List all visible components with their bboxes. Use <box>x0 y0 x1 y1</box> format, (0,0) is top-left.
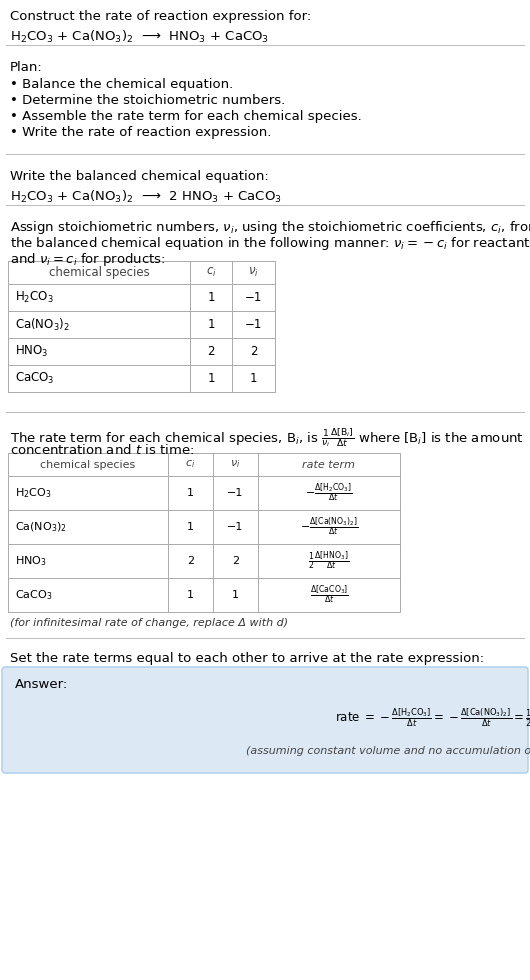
Text: concentration and $t$ is time:: concentration and $t$ is time: <box>10 443 194 457</box>
Text: −1: −1 <box>245 318 262 331</box>
Text: (assuming constant volume and no accumulation of intermediates or side products): (assuming constant volume and no accumul… <box>246 746 530 756</box>
Text: HNO$_3$: HNO$_3$ <box>15 554 47 567</box>
Text: $-\frac{\Delta[\mathrm{Ca(NO_3)_2}]}{\Delta t}$: $-\frac{\Delta[\mathrm{Ca(NO_3)_2}]}{\De… <box>300 515 358 538</box>
Text: 2: 2 <box>207 345 215 358</box>
Text: $c_i$: $c_i$ <box>186 459 196 470</box>
Text: H$_2$CO$_3$ + Ca(NO$_3$)$_2$  ⟶  HNO$_3$ + CaCO$_3$: H$_2$CO$_3$ + Ca(NO$_3$)$_2$ ⟶ HNO$_3$ +… <box>10 29 269 45</box>
Text: 2: 2 <box>232 556 239 566</box>
Text: HNO$_3$: HNO$_3$ <box>15 344 49 359</box>
Text: • Determine the stoichiometric numbers.: • Determine the stoichiometric numbers. <box>10 94 285 107</box>
Text: CaCO$_3$: CaCO$_3$ <box>15 588 52 602</box>
Text: • Balance the chemical equation.: • Balance the chemical equation. <box>10 78 233 91</box>
Text: and $\nu_i = c_i$ for products:: and $\nu_i = c_i$ for products: <box>10 251 165 268</box>
Text: $\nu_i$: $\nu_i$ <box>231 459 241 470</box>
Text: rate $= -\frac{\Delta[\mathrm{H_2CO_3}]}{\Delta t} = -\frac{\Delta[\mathrm{Ca(NO: rate $= -\frac{\Delta[\mathrm{H_2CO_3}]}… <box>335 707 530 729</box>
Text: 1: 1 <box>250 372 257 385</box>
Text: Assign stoichiometric numbers, $\nu_i$, using the stoichiometric coefficients, $: Assign stoichiometric numbers, $\nu_i$, … <box>10 219 530 236</box>
Bar <box>8 261 275 392</box>
Text: Ca(NO$_3$)$_2$: Ca(NO$_3$)$_2$ <box>15 317 70 332</box>
Text: 1: 1 <box>187 590 194 600</box>
Text: $\frac{\Delta[\mathrm{CaCO_3}]}{\Delta t}$: $\frac{\Delta[\mathrm{CaCO_3}]}{\Delta t… <box>310 583 348 607</box>
Text: −1: −1 <box>227 522 244 532</box>
Text: • Write the rate of reaction expression.: • Write the rate of reaction expression. <box>10 126 271 139</box>
Text: 2: 2 <box>187 556 194 566</box>
FancyBboxPatch shape <box>2 667 528 773</box>
Bar <box>8 453 400 612</box>
Text: 2: 2 <box>250 345 257 358</box>
Text: Plan:: Plan: <box>10 61 43 74</box>
Text: 1: 1 <box>187 488 194 498</box>
Text: 1: 1 <box>187 522 194 532</box>
Text: Ca(NO$_3$)$_2$: Ca(NO$_3$)$_2$ <box>15 520 67 534</box>
Text: Write the balanced chemical equation:: Write the balanced chemical equation: <box>10 170 269 183</box>
Text: chemical species: chemical species <box>40 460 136 469</box>
Text: 1: 1 <box>232 590 239 600</box>
Text: 1: 1 <box>207 318 215 331</box>
Text: H$_2$CO$_3$: H$_2$CO$_3$ <box>15 486 51 500</box>
Text: −1: −1 <box>227 488 244 498</box>
Text: the balanced chemical equation in the following manner: $\nu_i = -c_i$ for react: the balanced chemical equation in the fo… <box>10 235 530 252</box>
Text: • Assemble the rate term for each chemical species.: • Assemble the rate term for each chemic… <box>10 110 362 123</box>
Text: Set the rate terms equal to each other to arrive at the rate expression:: Set the rate terms equal to each other t… <box>10 652 484 665</box>
Text: $\frac{1}{2}\frac{\Delta[\mathrm{HNO_3}]}{\Delta t}$: $\frac{1}{2}\frac{\Delta[\mathrm{HNO_3}]… <box>308 550 350 572</box>
Text: Answer:: Answer: <box>15 678 68 691</box>
Text: $-\frac{\Delta[\mathrm{H_2CO_3}]}{\Delta t}$: $-\frac{\Delta[\mathrm{H_2CO_3}]}{\Delta… <box>305 481 353 505</box>
Text: 1: 1 <box>207 291 215 304</box>
Text: −1: −1 <box>245 291 262 304</box>
Text: Construct the rate of reaction expression for:: Construct the rate of reaction expressio… <box>10 10 311 23</box>
Text: CaCO$_3$: CaCO$_3$ <box>15 371 55 386</box>
Text: chemical species: chemical species <box>49 266 149 279</box>
Text: rate term: rate term <box>303 460 356 469</box>
Text: H$_2$CO$_3$ + Ca(NO$_3$)$_2$  ⟶  2 HNO$_3$ + CaCO$_3$: H$_2$CO$_3$ + Ca(NO$_3$)$_2$ ⟶ 2 HNO$_3$… <box>10 189 282 205</box>
Text: The rate term for each chemical species, B$_i$, is $\frac{1}{\nu_i}\frac{\Delta[: The rate term for each chemical species,… <box>10 426 524 449</box>
Text: (for infinitesimal rate of change, replace Δ with d): (for infinitesimal rate of change, repla… <box>10 618 288 628</box>
Text: $c_i$: $c_i$ <box>206 266 216 279</box>
Text: H$_2$CO$_3$: H$_2$CO$_3$ <box>15 290 54 305</box>
Text: $\nu_i$: $\nu_i$ <box>248 266 259 279</box>
Text: 1: 1 <box>207 372 215 385</box>
